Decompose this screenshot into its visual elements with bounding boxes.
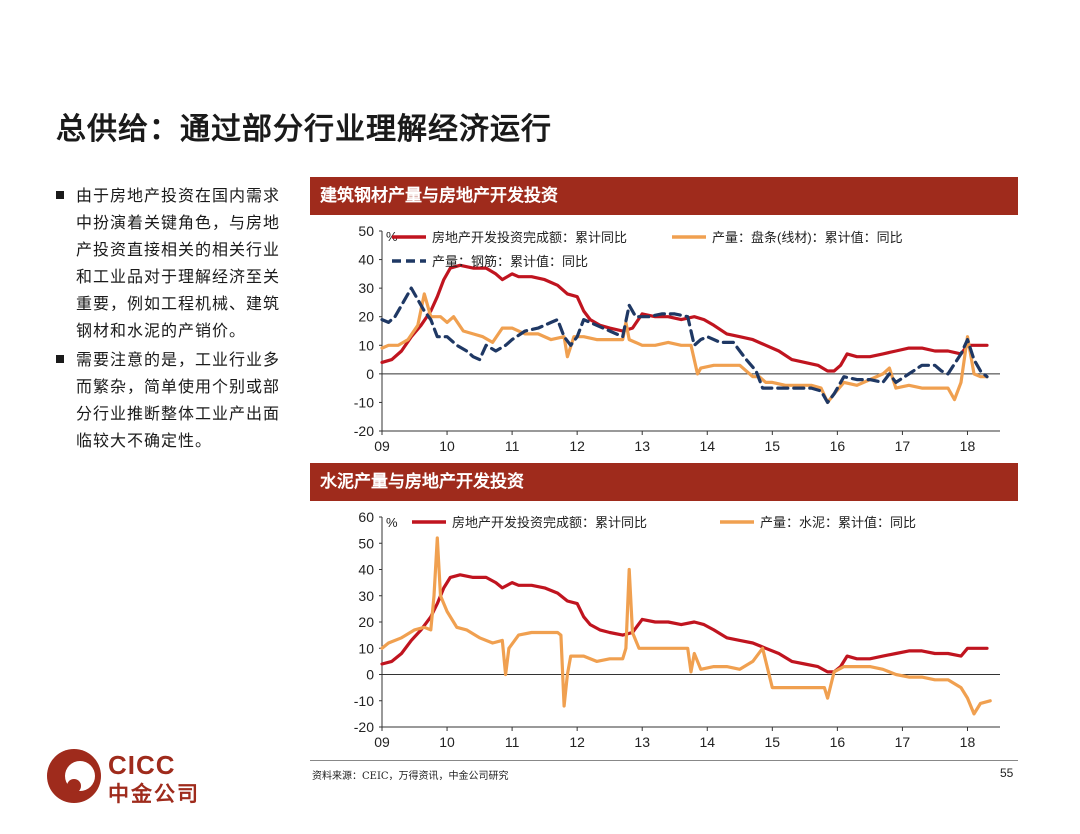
page-title: 总供给：通过部分行业理解经济运行 — [56, 112, 552, 147]
x-tick-label: 14 — [699, 734, 715, 750]
source-note: 资料来源：CEIC，万得资讯，中金公司研究 — [312, 771, 509, 782]
legend-label: 房地产开发投资完成额：累计同比 — [452, 515, 647, 530]
x-tick-label: 16 — [830, 734, 846, 750]
y-tick-label: 10 — [358, 640, 374, 656]
series-line-2 — [380, 536, 992, 716]
legend-label: 产量：水泥：累计值：同比 — [760, 515, 916, 530]
bullet-item: 由于房地产投资在国内需求中扮演着关键角色，与房地产投资直接相关的相关行业和工业品… — [56, 182, 296, 344]
y-tick-label: 0 — [366, 667, 374, 683]
x-tick-label: 18 — [960, 734, 976, 750]
x-tick-label: 09 — [374, 438, 390, 454]
legend-label: 产量：钢筋：累计值：同比 — [432, 254, 588, 269]
chart-1-header: 建筑钢材产量与房地产开发投资 — [310, 177, 1018, 215]
y-tick-label: 0 — [366, 366, 374, 382]
bullet-list: 由于房地产投资在国内需求中扮演着关键角色，与房地产投资直接相关的相关行业和工业品… — [56, 182, 296, 456]
x-tick-label: 15 — [765, 438, 781, 454]
x-tick-label: 17 — [895, 438, 911, 454]
footer-divider — [310, 760, 1018, 761]
series-line-1 — [380, 573, 989, 674]
x-tick-label: 17 — [895, 734, 911, 750]
legend-label: 房地产开发投资完成额：累计同比 — [432, 230, 627, 245]
x-tick-label: 11 — [505, 734, 520, 750]
logo-text-cn: 中金公司 — [108, 782, 200, 806]
x-tick-label: 18 — [960, 438, 976, 454]
y-tick-label: 40 — [358, 562, 374, 578]
x-tick-label: 13 — [634, 734, 650, 750]
y-unit-label: % — [386, 515, 398, 530]
y-tick-label: -10 — [354, 693, 374, 709]
cicc-logo-icon — [47, 749, 101, 803]
y-tick-label: 60 — [358, 509, 374, 525]
y-tick-label: 50 — [358, 223, 374, 239]
y-tick-label: 20 — [358, 614, 374, 630]
x-tick-label: 10 — [439, 438, 455, 454]
x-tick-label: 13 — [634, 438, 650, 454]
x-tick-label: 09 — [374, 734, 390, 750]
y-tick-label: -20 — [354, 423, 374, 439]
x-tick-label: 15 — [765, 734, 781, 750]
x-tick-label: 16 — [830, 438, 846, 454]
page-number: 55 — [1000, 766, 1014, 780]
chart-2-header: 水泥产量与房地产开发投资 — [310, 463, 1018, 501]
bullet-item: 需要注意的是，工业行业多而繁杂，简单使用个别或部分行业推断整体工业产出面临较大不… — [56, 346, 296, 454]
y-tick-label: 30 — [358, 588, 374, 604]
series-line-1 — [380, 263, 989, 373]
legend-label: 产量：盘条(线材)：累计值：同比 — [712, 230, 903, 245]
x-tick-label: 10 — [439, 734, 455, 750]
y-tick-label: 40 — [358, 252, 374, 268]
x-tick-label: 12 — [569, 734, 585, 750]
y-tick-label: -10 — [354, 394, 374, 410]
y-tick-label: 20 — [358, 309, 374, 325]
y-tick-label: 30 — [358, 280, 374, 296]
y-tick-label: -20 — [354, 719, 374, 735]
x-tick-label: 11 — [505, 438, 520, 454]
x-tick-label: 12 — [569, 438, 585, 454]
series-line-2 — [380, 292, 989, 404]
y-tick-label: 50 — [358, 535, 374, 551]
logo-text-en: CICC — [108, 750, 176, 780]
x-tick-label: 14 — [699, 438, 715, 454]
series-line-3 — [380, 286, 989, 404]
cement-chart: 60 50 40 30 20 10 0 -10 -20% 09 10 11 12 13 14 15 16 17 18… — [354, 509, 1000, 750]
y-tick-label: 10 — [358, 337, 374, 353]
